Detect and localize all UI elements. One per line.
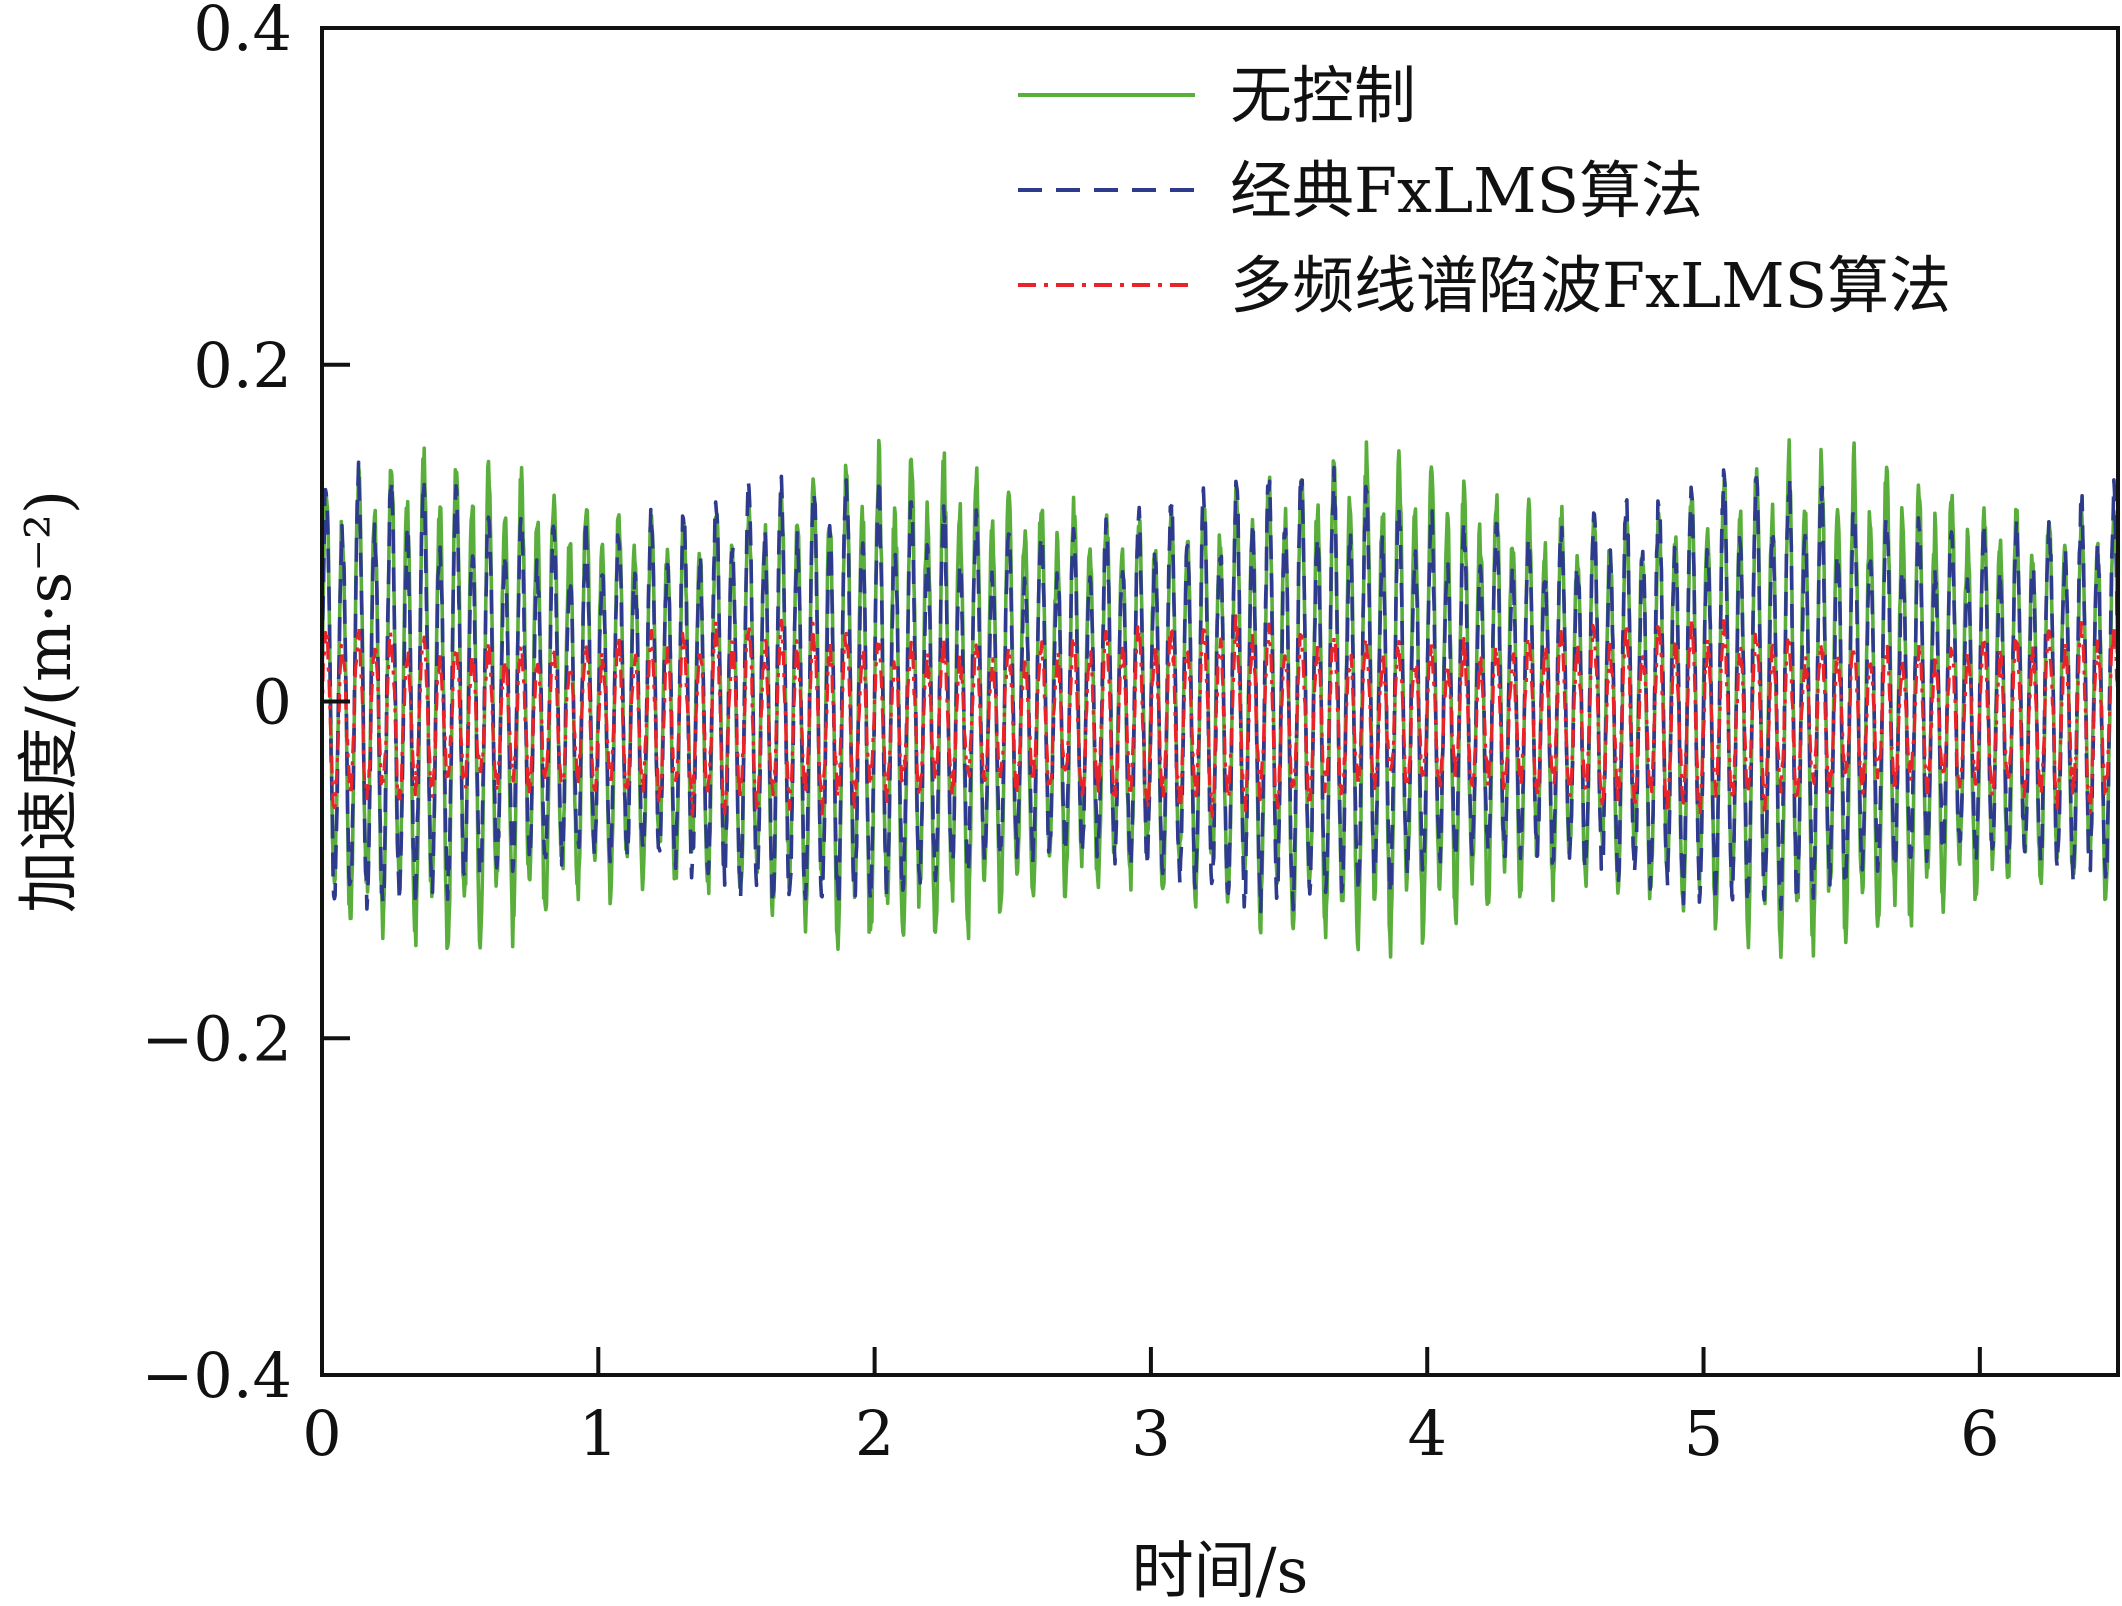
y-tick-label: −0.4 [141,1339,292,1412]
legend-label: 无控制 [1230,59,1416,132]
legend-label: 多频线谱陷波FxLMS算法 [1230,249,1951,322]
x-tick-label: 6 [1960,1397,1999,1470]
series-line-2 [322,460,2118,914]
y-axis: 0.4 0.2 0 −0.2 −0.4 [141,0,350,1412]
x-tick-label: 3 [1131,1397,1170,1470]
x-tick-label: 4 [1408,1397,1447,1470]
x-axis: 0 1 2 3 4 5 6 [302,1347,2000,1470]
y-axis-label: 加速度/(m·s⁻²) [12,490,85,913]
x-tick-label: 1 [579,1397,618,1470]
legend-label: 经典FxLMS算法 [1230,154,1703,227]
x-tick-label: 0 [302,1397,341,1470]
series-line-3 [322,614,2118,819]
plot-area [322,438,2118,959]
x-tick-label: 5 [1684,1397,1723,1470]
y-tick-label: −0.2 [141,1002,292,1075]
x-axis-label: 时间/s [1132,1534,1309,1606]
y-tick-label: 0.4 [193,0,292,65]
x-tick-label: 2 [855,1397,894,1470]
y-tick-label: 0 [253,666,292,739]
y-tick-label: 0.2 [193,329,292,402]
